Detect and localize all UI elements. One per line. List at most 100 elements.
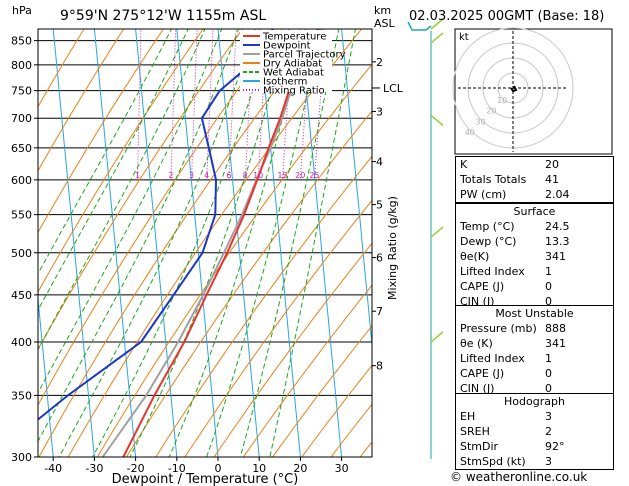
height-tick-label: 4: [376, 156, 383, 169]
most-unstable-value: 0: [545, 367, 552, 380]
mixing-ratio-line: [257, 29, 268, 180]
most-unstable-key: CIN (J): [460, 382, 495, 395]
surface-row: Lifted Index 1: [456, 264, 613, 279]
footer-credit: © weatheronline.co.uk: [450, 470, 588, 484]
most-unstable-value: 0: [545, 382, 552, 395]
mixing-ratio-line: [281, 29, 293, 180]
surface-key: Lifted Index: [460, 265, 525, 278]
hodograph-param-row: StmSpd (kt) 3: [456, 454, 613, 469]
mixing-ratio-line: [228, 29, 237, 180]
temp-tick-label: 20: [293, 462, 307, 475]
surface-panel: Surface Temp (°C) 24.5 Dewp (°C) 13.3 θe(K) 3…: [455, 203, 614, 310]
pressure-tick-label: 550: [11, 209, 32, 222]
hodograph-table-panel: Hodograph EH 3 SREH 2 StmDir 92° StmSpd (kt) 3: [455, 393, 614, 470]
legend-entry: Isotherm: [263, 77, 307, 88]
index-key: K: [460, 158, 468, 171]
most-unstable-row: CAPE (J) 0: [456, 366, 613, 381]
hodograph-trace: [510, 85, 518, 93]
most-unstable-key: Lifted Index: [460, 352, 525, 365]
mixing-ratio-label: 8: [243, 171, 248, 180]
hodograph-param-row: SREH 2: [456, 424, 613, 439]
x-axis-label: Dewpoint / Temperature (°C): [112, 472, 299, 486]
mixing-ratio-label: 15: [277, 171, 287, 180]
surface-row: θe(K) 341: [456, 249, 613, 264]
pressure-unit: hPa: [12, 4, 32, 17]
height-tick-label: 7: [376, 305, 383, 318]
index-row: PW (cm) 2.04: [456, 187, 613, 202]
hodograph-param-value: 2: [545, 425, 552, 438]
wet-adiabat: [38, 29, 172, 275]
surface-value: 0: [545, 280, 552, 293]
dry-adiabat: [38, 29, 164, 234]
hodograph-param-value: 3: [545, 455, 552, 468]
mixing-ratio-label: 10: [253, 171, 263, 180]
mixing-ratio-label: 6: [226, 171, 231, 180]
legend-entry: Dry Adiabat: [263, 59, 322, 70]
wet-adiabat: [38, 29, 240, 443]
isotherm: [176, 29, 219, 457]
dry-adiabat: [38, 29, 204, 293]
most-unstable-row: θe (K) 341: [456, 336, 613, 351]
parcel-trace: [101, 87, 293, 457]
surface-key: CIN (J): [460, 295, 495, 308]
isotherm: [341, 29, 372, 351]
dry-adiabat: [125, 110, 372, 457]
temp-tick-label: 10: [252, 462, 266, 475]
surface-value: 24.5: [545, 220, 570, 233]
temp-tick-label: -20: [127, 462, 145, 475]
indices-panel: K 20 Totals Totals 41 PW (cm) 2.04: [455, 156, 614, 203]
most-unstable-key: θe (K): [460, 337, 493, 350]
surface-row: Temp (°C) 24.5: [456, 219, 613, 234]
most-unstable-title: Most Unstable: [495, 307, 574, 320]
hodograph-ring-label: 40: [465, 128, 475, 137]
pressure-tick-label: 400: [11, 336, 32, 349]
location-title: 9°59'N 275°12'W 1155m ASL: [60, 8, 266, 24]
pressure-tick-label: 300: [11, 451, 32, 464]
hodograph-ring-label: 10: [497, 96, 507, 105]
temp-tick-label: -30: [85, 462, 103, 475]
temp-tick-label: 30: [335, 462, 349, 475]
mixing-ratio-label: 3: [189, 171, 194, 180]
pressure-tick-label: 750: [11, 85, 32, 98]
height-tick-label: 3: [376, 105, 383, 118]
surface-row: CAPE (J) 0: [456, 279, 613, 294]
index-value: 41: [545, 173, 559, 186]
hodograph-param-value: 3: [545, 410, 552, 423]
temp-tick-label: -40: [44, 462, 62, 475]
dry-adiabat: [271, 324, 372, 457]
axes: 1 2 3 4 6 8 10 15 20 2530035040045050055060065070…: [11, 35, 404, 475]
height-tick-label: 5: [376, 199, 383, 212]
dry-adiabat: [96, 63, 372, 457]
index-row: K 20: [456, 157, 613, 172]
legend-entry: Temperature: [262, 32, 326, 43]
most-unstable-row: CIN (J) 0: [456, 381, 613, 396]
most-unstable-key: CAPE (J): [460, 367, 505, 380]
asl-unit: ASL: [374, 17, 396, 30]
dry-adiabat: [184, 199, 372, 457]
wind-barb: [430, 18, 444, 30]
index-key: Totals Totals: [460, 173, 527, 186]
most-unstable-value: 341: [545, 337, 566, 350]
surface-value: 341: [545, 250, 566, 263]
surface-key: Dewp (°C): [460, 235, 517, 248]
pressure-tick-label: 500: [11, 247, 32, 260]
mixing-ratio-label: 2: [168, 171, 173, 180]
pressure-tick-label: 450: [11, 289, 32, 302]
pressure-tick-label: 700: [11, 112, 32, 125]
wind-barb: [430, 331, 444, 343]
dry-adiabat: [213, 242, 372, 457]
mixing-ratio-line: [137, 29, 142, 180]
most-unstable-value: 888: [545, 322, 566, 335]
hodograph-param-row: StmDir 92°: [456, 439, 613, 454]
background-lines: [38, 29, 372, 457]
hodograph-param-key: StmSpd (kt): [460, 455, 526, 468]
legend-entry: Parcel Trajectory: [263, 50, 346, 61]
mixing-ratio-line: [299, 29, 312, 180]
wind-barb-top: [407, 21, 432, 31]
mixing-ratio-label: 20: [295, 171, 305, 180]
height-tick-label: 8: [376, 360, 383, 373]
hodograph-param-key: StmDir: [460, 440, 499, 453]
wind-barb: [430, 226, 444, 238]
